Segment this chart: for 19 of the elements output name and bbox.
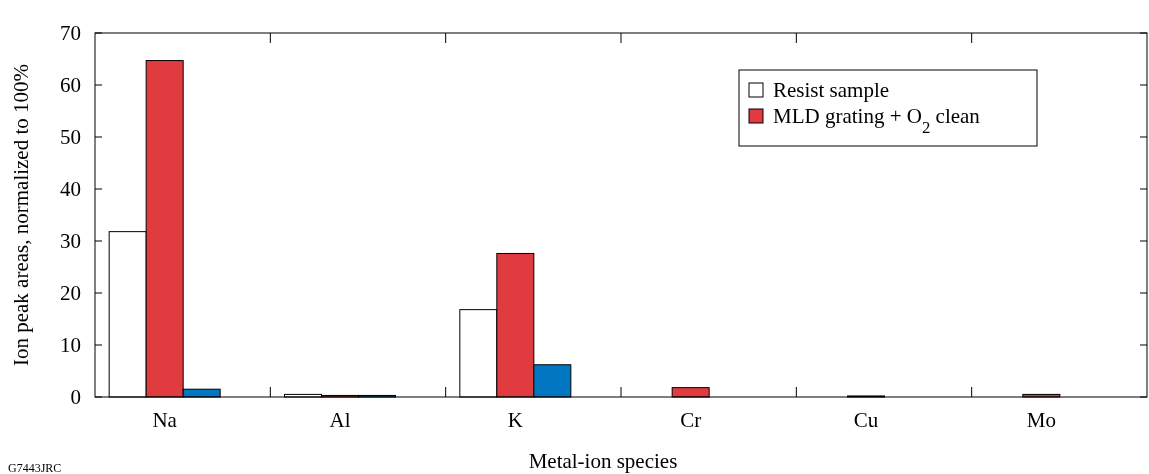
- legend-label: Resist sample: [773, 78, 890, 103]
- legend-label: MLD grating + O$_{2}$ clean: [773, 104, 981, 137]
- y-tick-label: 70: [60, 21, 81, 46]
- x-axis-title: Metal-ion species: [528, 449, 678, 473]
- x-tick-label: Mo: [1026, 408, 1056, 432]
- y-tick-label: 0: [70, 385, 81, 410]
- y-axis-title: Ion peak areas, normalized to 100%: [9, 63, 33, 367]
- x-tick-label: K: [507, 408, 523, 432]
- x-tick-label: Na: [152, 408, 178, 432]
- y-tick-label: 50: [60, 125, 81, 150]
- text: G7443JRC: [8, 461, 62, 474]
- y-tick-label: 20: [60, 281, 81, 306]
- y-tick-label: 10: [60, 333, 81, 358]
- x-tick-label: Cu: [853, 408, 879, 432]
- x-tick-label: Al: [329, 408, 351, 432]
- x-tick-label: Cr: [680, 408, 702, 432]
- y-tick-label: 60: [60, 73, 81, 98]
- y-tick-label: 40: [60, 177, 81, 202]
- y-tick-label: 30: [60, 229, 81, 254]
